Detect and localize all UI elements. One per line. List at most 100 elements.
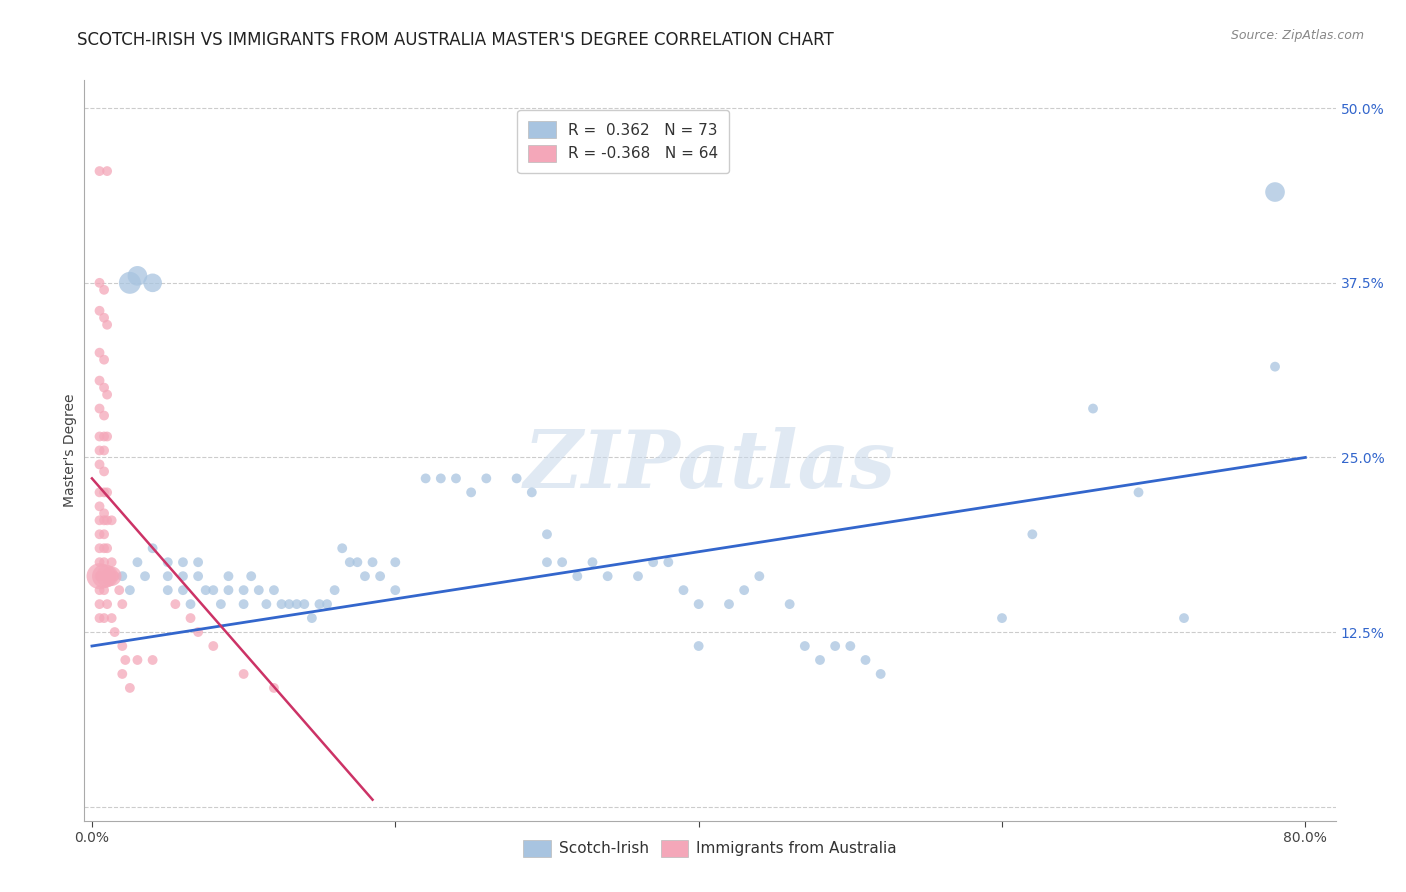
Point: [1021, 527, 1043, 541]
Point: [657, 555, 679, 569]
Point: [254, 597, 277, 611]
Point: [520, 485, 543, 500]
Point: [202, 583, 225, 598]
Point: [89, 541, 111, 556]
Point: [89, 555, 111, 569]
Legend: Scotch-Irish, Immigrants from Australia: Scotch-Irish, Immigrants from Australia: [516, 832, 904, 865]
Point: [89, 485, 111, 500]
Point: [96, 569, 118, 583]
Point: [354, 569, 377, 583]
Point: [111, 597, 134, 611]
Point: [104, 625, 127, 640]
Point: [672, 583, 695, 598]
Point: [301, 611, 323, 625]
Text: ZIPatlas: ZIPatlas: [524, 426, 896, 504]
Point: [142, 653, 165, 667]
Text: Source: ZipAtlas.com: Source: ZipAtlas.com: [1230, 29, 1364, 42]
Point: [156, 583, 179, 598]
Point: [89, 374, 111, 388]
Point: [180, 611, 202, 625]
Point: [100, 555, 122, 569]
Point: [505, 471, 527, 485]
Point: [100, 569, 122, 583]
Point: [96, 541, 118, 556]
Point: [93, 513, 115, 527]
Point: [384, 555, 406, 569]
Point: [209, 597, 232, 611]
Text: SCOTCH-IRISH VS IMMIGRANTS FROM AUSTRALIA MASTER'S DEGREE CORRELATION CHART: SCOTCH-IRISH VS IMMIGRANTS FROM AUSTRALI…: [77, 31, 834, 49]
Point: [180, 597, 202, 611]
Point: [232, 597, 254, 611]
Point: [89, 569, 111, 583]
Point: [263, 681, 285, 695]
Point: [172, 569, 194, 583]
Point: [93, 485, 115, 500]
Point: [93, 583, 115, 598]
Point: [475, 471, 498, 485]
Point: [202, 639, 225, 653]
Point: [142, 541, 165, 556]
Point: [89, 303, 111, 318]
Point: [96, 485, 118, 500]
Point: [581, 555, 603, 569]
Point: [748, 569, 770, 583]
Point: [93, 283, 115, 297]
Point: [172, 583, 194, 598]
Point: [127, 268, 149, 283]
Point: [793, 639, 815, 653]
Point: [93, 464, 115, 478]
Point: [89, 500, 111, 514]
Point: [1264, 359, 1286, 374]
Point: [779, 597, 801, 611]
Point: [270, 597, 292, 611]
Point: [643, 555, 665, 569]
Point: [1173, 611, 1195, 625]
Point: [232, 583, 254, 598]
Point: [93, 409, 115, 423]
Point: [869, 667, 891, 681]
Point: [118, 583, 141, 598]
Point: [339, 555, 361, 569]
Point: [187, 555, 209, 569]
Point: [285, 597, 308, 611]
Point: [100, 611, 122, 625]
Y-axis label: Master's Degree: Master's Degree: [63, 393, 77, 508]
Point: [96, 569, 118, 583]
Point: [1128, 485, 1150, 500]
Point: [89, 597, 111, 611]
Point: [991, 611, 1014, 625]
Point: [733, 583, 755, 598]
Point: [118, 276, 141, 290]
Point: [93, 443, 115, 458]
Point: [93, 429, 115, 443]
Point: [134, 569, 156, 583]
Point: [688, 639, 710, 653]
Point: [104, 569, 127, 583]
Point: [217, 583, 239, 598]
Point: [100, 513, 122, 527]
Point: [165, 597, 187, 611]
Point: [93, 611, 115, 625]
Point: [551, 555, 574, 569]
Point: [108, 583, 131, 598]
Point: [1081, 401, 1104, 416]
Point: [536, 555, 558, 569]
Point: [89, 513, 111, 527]
Point: [596, 569, 619, 583]
Point: [96, 164, 118, 178]
Point: [1264, 185, 1286, 199]
Point: [824, 639, 846, 653]
Point: [240, 569, 263, 583]
Point: [96, 597, 118, 611]
Point: [142, 276, 165, 290]
Point: [567, 569, 589, 583]
Point: [93, 527, 115, 541]
Point: [89, 345, 111, 359]
Point: [323, 583, 346, 598]
Point: [330, 541, 353, 556]
Point: [93, 555, 115, 569]
Point: [89, 569, 111, 583]
Point: [430, 471, 453, 485]
Point: [444, 471, 467, 485]
Point: [688, 597, 710, 611]
